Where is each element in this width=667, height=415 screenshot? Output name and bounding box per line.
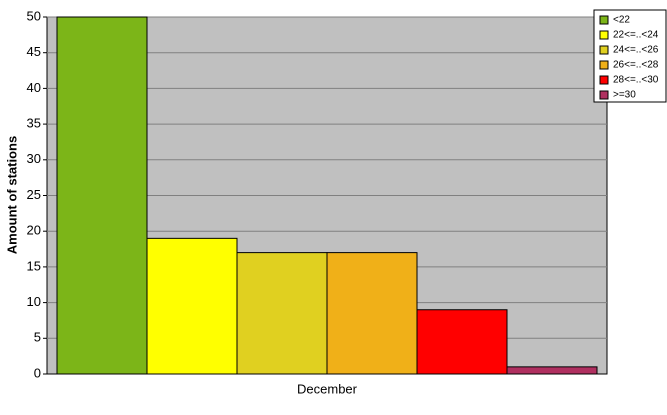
legend-swatch: [599, 45, 609, 55]
y-tick-label: 35: [27, 116, 41, 131]
legend-label: 28<=..<30: [613, 75, 659, 86]
y-tick-label: 40: [27, 80, 41, 95]
y-tick-label: 0: [34, 365, 41, 380]
y-tick-label: 15: [27, 258, 41, 273]
bar: [146, 237, 238, 375]
bar: [56, 16, 148, 375]
y-tick-label: 50: [27, 8, 41, 23]
legend-label: >=30: [613, 90, 636, 101]
y-tick-label: 30: [27, 151, 41, 166]
y-tick-label: 10: [27, 294, 41, 309]
legend-box: [593, 9, 667, 103]
y-axis-label: Amount of stations: [4, 136, 19, 254]
bar: [506, 366, 598, 375]
y-tick-label: 5: [34, 330, 41, 345]
legend-swatch: [599, 60, 609, 70]
y-tick-label: 25: [27, 187, 41, 202]
legend-label: <22: [613, 15, 630, 26]
bar: [416, 309, 508, 375]
legend-label: 26<=..<28: [613, 60, 659, 71]
legend-swatch: [599, 90, 609, 100]
legend-swatch: [599, 75, 609, 85]
bar: [236, 252, 328, 375]
legend-label: 24<=..<26: [613, 45, 659, 56]
legend-label: 22<=..<24: [613, 30, 659, 41]
legend-swatch: [599, 30, 609, 40]
y-tick-label: 45: [27, 44, 41, 59]
legend-swatch: [599, 15, 609, 25]
y-tick-label: 20: [27, 223, 41, 238]
x-tick-label: December: [297, 381, 358, 396]
bar: [326, 252, 418, 375]
